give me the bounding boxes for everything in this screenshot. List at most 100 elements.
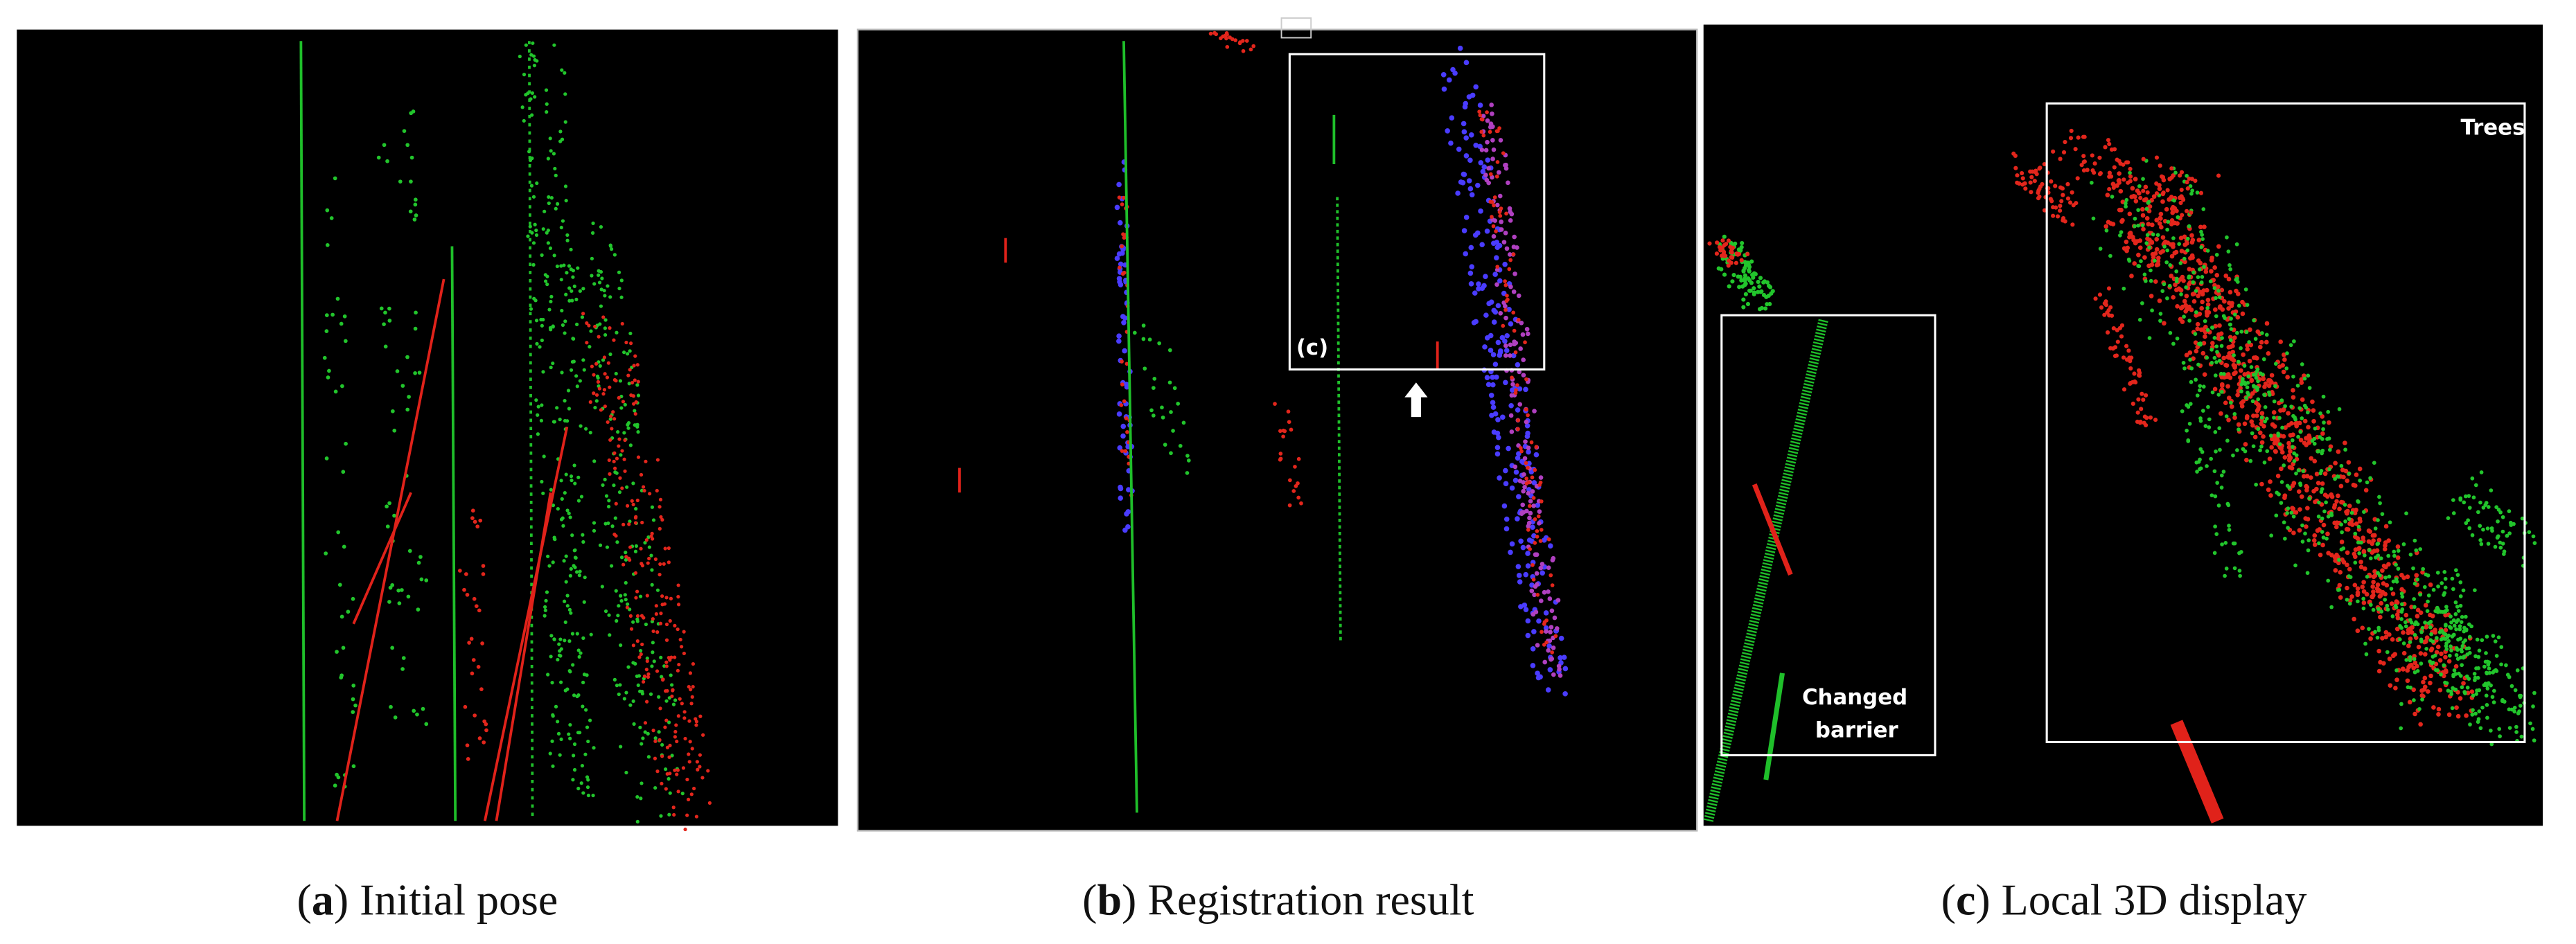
point [587,323,591,328]
point [2396,549,2401,553]
point [1116,333,1122,339]
point [2280,425,2284,430]
point [592,373,596,377]
point [2478,500,2482,505]
point [610,524,615,528]
point [2136,223,2141,228]
point [1491,234,1497,239]
point [2110,346,2115,351]
point [658,526,662,531]
point [2141,398,2146,402]
point [2132,261,2137,266]
point [2232,541,2237,546]
point [1495,339,1501,346]
point [2395,555,2401,560]
point [2514,724,2518,729]
point [2371,580,2376,585]
point [1767,285,1773,290]
point [1738,274,1743,279]
point [2448,625,2452,629]
point [628,703,633,707]
point [1550,583,1555,587]
point [573,481,577,486]
point [1501,323,1506,328]
point [628,545,633,549]
point [647,545,651,549]
point [2226,395,2232,400]
point [2269,445,2274,450]
point [2380,568,2385,573]
point [2272,424,2277,429]
point [2291,374,2295,379]
point [2419,661,2424,666]
point [617,604,621,608]
point [2262,393,2266,397]
point [1531,480,1537,486]
point [326,375,330,380]
point [2344,526,2349,532]
point [2196,293,2201,299]
point [2157,221,2162,226]
point [2386,562,2391,567]
point [2484,651,2488,655]
point [2279,398,2284,402]
point [1503,303,1508,309]
point [2327,467,2331,472]
point [2175,221,2180,226]
point [2401,641,2406,645]
point [1491,429,1497,435]
point [1530,663,1536,668]
point [531,41,535,45]
point [2375,582,2381,587]
point [2344,509,2349,515]
point [1549,573,1553,578]
point [470,671,475,676]
point [581,312,585,316]
point [1299,501,1303,506]
point [2226,249,2231,253]
point [2264,321,2270,326]
point [658,497,663,501]
point [2259,481,2264,487]
point [1720,238,1725,243]
point [1491,319,1497,325]
point [1461,171,1467,177]
point [2227,322,2232,327]
point [1114,204,1120,211]
point [2203,334,2207,339]
point [407,549,412,553]
point [2316,449,2321,454]
point [639,742,644,746]
point [2379,556,2383,561]
point [2372,461,2376,465]
point [2421,567,2426,571]
point [1479,130,1484,134]
point [2255,369,2259,374]
point [654,612,658,616]
point [579,495,584,499]
point [2435,570,2440,575]
point [616,614,620,618]
point [669,596,673,600]
point [1530,646,1536,652]
point [663,767,668,772]
point [2224,414,2229,418]
point [643,730,647,734]
point [577,654,581,659]
point [2302,376,2307,381]
point [2209,456,2214,461]
point [2324,536,2329,541]
point [1543,610,1549,616]
point [2264,416,2269,421]
point [2210,326,2215,330]
point [1548,630,1553,634]
point [1524,407,1528,412]
point [2491,700,2496,704]
point [2249,378,2255,384]
point [464,572,468,576]
point [2347,601,2352,606]
point [1141,323,1146,328]
point [342,544,346,549]
point [2232,364,2238,368]
point [670,694,674,698]
